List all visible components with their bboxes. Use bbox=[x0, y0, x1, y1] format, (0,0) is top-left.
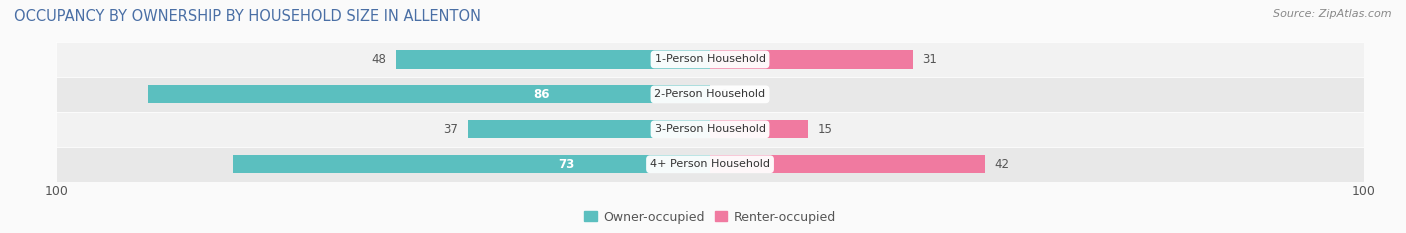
Text: 2-Person Household: 2-Person Household bbox=[654, 89, 766, 99]
Text: 0: 0 bbox=[720, 88, 727, 101]
Text: Source: ZipAtlas.com: Source: ZipAtlas.com bbox=[1274, 9, 1392, 19]
Legend: Owner-occupied, Renter-occupied: Owner-occupied, Renter-occupied bbox=[579, 206, 841, 229]
Bar bbox=[468, 120, 710, 138]
Bar bbox=[710, 155, 984, 173]
Text: 31: 31 bbox=[922, 53, 938, 66]
Text: 48: 48 bbox=[371, 53, 387, 66]
Text: 37: 37 bbox=[443, 123, 458, 136]
Bar bbox=[233, 155, 710, 173]
Bar bbox=[710, 50, 912, 69]
Text: 15: 15 bbox=[818, 123, 832, 136]
Bar bbox=[56, 42, 1364, 77]
Bar bbox=[396, 50, 710, 69]
Text: 86: 86 bbox=[533, 88, 550, 101]
Bar bbox=[710, 120, 808, 138]
Text: 1-Person Household: 1-Person Household bbox=[655, 55, 765, 64]
Bar bbox=[148, 85, 710, 103]
Bar bbox=[56, 77, 1364, 112]
Text: 4+ Person Household: 4+ Person Household bbox=[650, 159, 770, 169]
Text: 42: 42 bbox=[994, 158, 1010, 171]
Text: 73: 73 bbox=[558, 158, 575, 171]
Bar bbox=[56, 112, 1364, 147]
Text: 3-Person Household: 3-Person Household bbox=[655, 124, 765, 134]
Bar bbox=[56, 147, 1364, 182]
Text: OCCUPANCY BY OWNERSHIP BY HOUSEHOLD SIZE IN ALLENTON: OCCUPANCY BY OWNERSHIP BY HOUSEHOLD SIZE… bbox=[14, 9, 481, 24]
